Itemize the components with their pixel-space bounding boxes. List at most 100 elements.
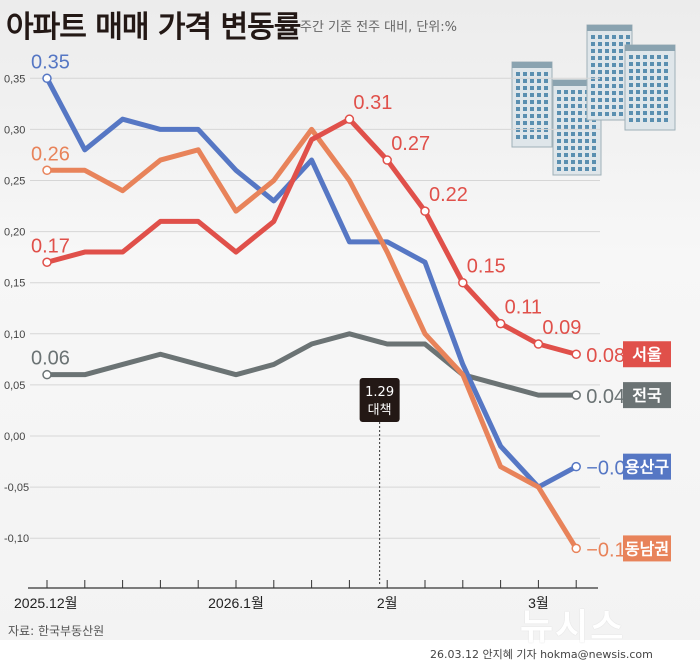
building-window (592, 132, 596, 136)
series-line-전국 (47, 331, 577, 398)
annotation-line2: 대책 (368, 403, 392, 418)
building-window (612, 49, 616, 53)
building-window (619, 105, 623, 109)
building-window (544, 100, 548, 104)
building-window (523, 72, 527, 76)
building-window (571, 125, 575, 129)
building-window (530, 135, 534, 139)
building-window (636, 83, 640, 87)
credit-line: 26.03.12 안지혜 기자 hokma@newsis.com (430, 648, 653, 661)
building-window (571, 160, 575, 164)
building-window (537, 93, 541, 97)
building-window (605, 35, 609, 39)
building-window (591, 84, 595, 88)
building-window (564, 160, 568, 164)
building-window (523, 121, 527, 125)
building-roof (512, 62, 552, 68)
building-window (591, 77, 595, 81)
building-window (516, 93, 520, 97)
building-window (605, 70, 609, 74)
building-window (650, 104, 654, 108)
building-window (530, 121, 534, 125)
building (624, 44, 676, 131)
building-window (592, 125, 596, 129)
buildings-illustration (511, 24, 676, 176)
building-window (564, 90, 568, 94)
data-point-marker (42, 369, 52, 380)
building-window (598, 56, 602, 60)
building-window (612, 112, 616, 116)
newsis-logo: 뉴시스 (520, 607, 626, 648)
building-window (585, 139, 589, 143)
building-window (571, 139, 575, 143)
building-window (650, 118, 654, 122)
building-window (530, 107, 534, 111)
building-window (592, 139, 596, 143)
building-window (537, 72, 541, 76)
building-window (585, 146, 589, 150)
building (511, 61, 553, 148)
building-window (530, 114, 534, 118)
y-tick-label: 0,00 (4, 431, 25, 443)
building-window (664, 97, 668, 101)
building-window (571, 104, 575, 108)
building-window (516, 114, 520, 118)
data-point-marker (420, 206, 430, 216)
building-window (523, 114, 527, 118)
building-window (571, 146, 575, 150)
chart-subtitle: 주간 기준 전주 대비, 단위:% (300, 20, 457, 35)
building-window (657, 118, 661, 122)
building-window (650, 69, 654, 73)
building-window (523, 93, 527, 97)
building-window (619, 91, 623, 95)
building-window (598, 42, 602, 46)
building-window (612, 56, 616, 60)
building-window (605, 112, 609, 116)
data-point-marker (42, 257, 52, 268)
building-window (564, 139, 568, 143)
building-window (557, 90, 561, 94)
building-window (636, 97, 640, 101)
legend-label: 용산구 (625, 458, 669, 477)
building-window (537, 135, 541, 139)
building-window (598, 70, 602, 74)
chart-title: 아파트 매매 가격 변동률 (6, 10, 301, 45)
building-window (557, 153, 561, 157)
building-window (643, 90, 647, 94)
building-window (612, 42, 616, 46)
annotation-box (359, 378, 400, 422)
building-window (564, 97, 568, 101)
building-window (605, 105, 609, 109)
data-point-marker (571, 349, 581, 359)
building-window (578, 132, 582, 136)
building-window (664, 83, 668, 87)
building-window (643, 83, 647, 87)
building-window (629, 76, 633, 80)
building-window (591, 56, 595, 60)
building-window (650, 83, 654, 87)
building-window (650, 90, 654, 94)
building-window (598, 49, 602, 53)
building-window (619, 98, 623, 102)
data-point-marker (571, 461, 581, 472)
building-window (544, 93, 548, 97)
y-tick-label: 0,05 (4, 380, 25, 392)
x-tick-label: 2월 (377, 595, 398, 611)
building-window (516, 79, 520, 83)
data-label: 0.09 (542, 317, 581, 339)
building-window (629, 69, 633, 73)
building-window (657, 83, 661, 87)
building-window (544, 107, 548, 111)
building-window (564, 132, 568, 136)
legend-box-서울 (623, 341, 671, 368)
building-window (591, 112, 595, 116)
building-window (619, 35, 623, 39)
building-window (643, 76, 647, 80)
y-tick-label: -0,10 (4, 533, 29, 545)
building-window (530, 79, 534, 83)
building-window (643, 104, 647, 108)
building-window (619, 63, 623, 67)
data-point-marker (344, 114, 355, 124)
data-label: 0.31 (353, 92, 392, 114)
data-point-marker (495, 318, 506, 329)
